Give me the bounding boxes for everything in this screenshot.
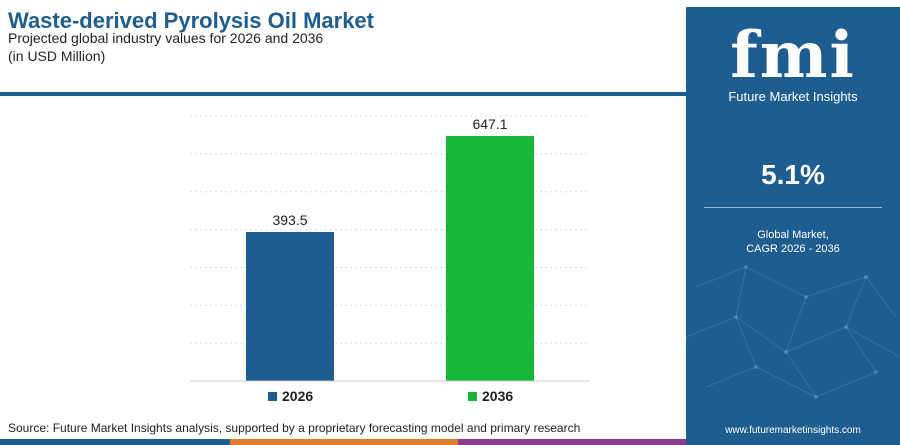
bar-chart: 393.5 647.1 2026 2036 <box>0 96 686 416</box>
legend-swatch-2026 <box>268 392 277 401</box>
cagr-label-period: CAGR 2026 - 2036 <box>746 243 840 255</box>
bar-value-label-2036: 647.1 <box>472 116 507 132</box>
fmi-logo-text: Future Market Insights <box>728 89 858 104</box>
bottom-color-strip <box>0 439 686 445</box>
strip-segment-purple <box>458 439 686 445</box>
chart-unit-label: (in USD Million) <box>8 48 106 64</box>
chart-subtitle: Projected global industry values for 202… <box>8 30 324 46</box>
strip-segment-blue <box>0 439 230 445</box>
network-pattern-decoration <box>686 265 900 399</box>
bar-chart-canvas: 393.5 647.1 2026 2036 <box>190 115 590 404</box>
cagr-panel: fmi Future Market Insights 5.1% Global M… <box>686 7 900 445</box>
header-divider <box>0 92 686 96</box>
bar-value-label-2026: 393.5 <box>272 212 307 228</box>
bar-2026 <box>246 232 334 381</box>
cagr-value: 5.1% <box>761 159 825 190</box>
strip-segment-orange <box>230 439 458 445</box>
panel-divider <box>704 207 882 208</box>
cagr-label-market: Global Market, <box>757 229 829 241</box>
fmi-logo: fmi <box>730 18 856 93</box>
source-note: Source: Future Market Insights analysis,… <box>8 421 581 435</box>
chart-header: Waste-derived Pyrolysis Oil Market Proje… <box>0 0 686 96</box>
legend-label-2036: 2036 <box>482 388 513 404</box>
website-link[interactable]: www.futuremarketinsights.com <box>725 425 861 436</box>
legend-swatch-2036 <box>468 392 477 401</box>
bar-2036 <box>446 136 534 381</box>
chart-title: Waste-derived Pyrolysis Oil Market <box>8 8 374 33</box>
legend-label-2026: 2026 <box>282 388 313 404</box>
